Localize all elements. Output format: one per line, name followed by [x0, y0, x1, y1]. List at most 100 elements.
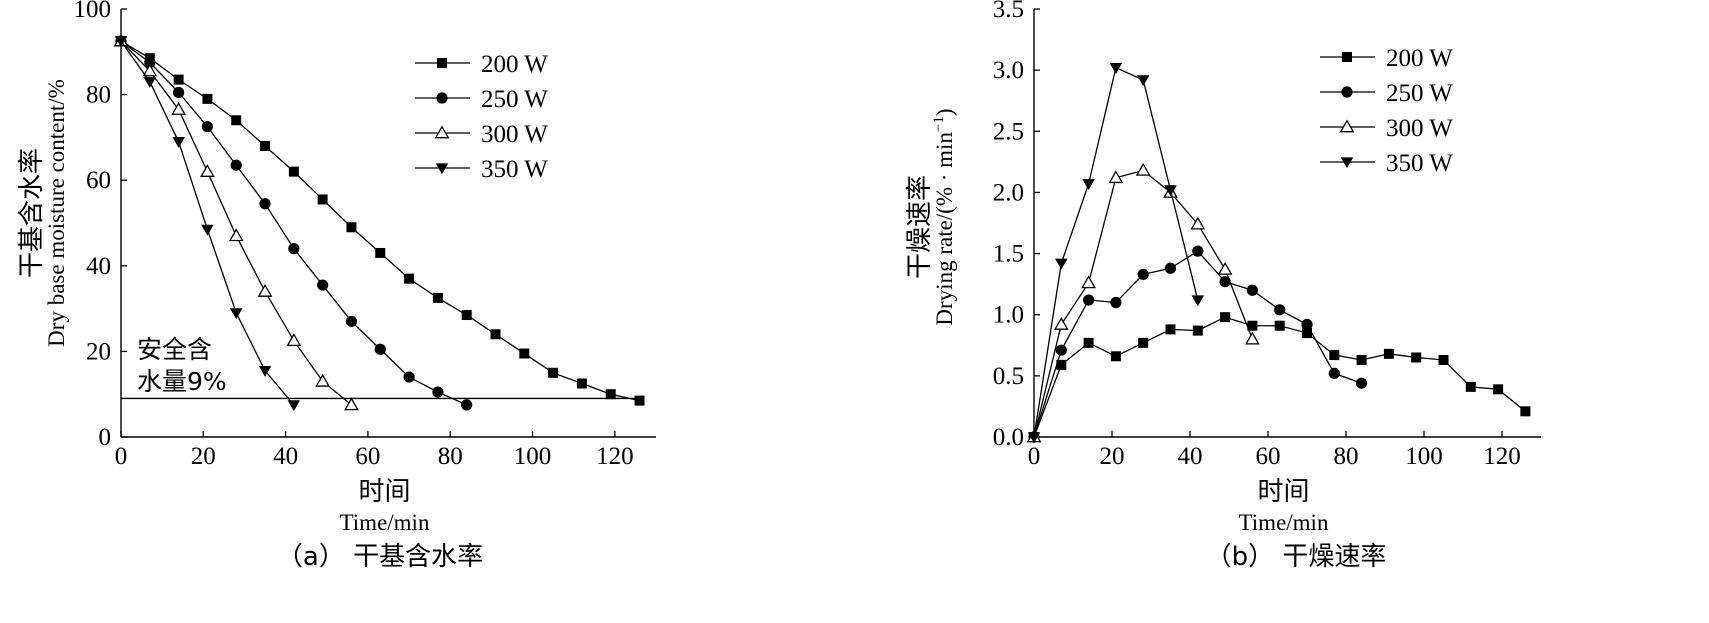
- panel-b-data-point: [1081, 275, 1096, 289]
- panel-b-series-200w: [1029, 312, 1531, 442]
- panel-a-data-point: [403, 371, 415, 383]
- panel-b-data-point: [1192, 245, 1204, 257]
- panel-b-y-tick-label: 3.0: [993, 57, 1024, 84]
- panel-b-legend-marker: [1342, 52, 1352, 62]
- panel-a-data-point: [257, 283, 273, 297]
- panel-b-data-point: [1165, 324, 1176, 335]
- panel-b-data-point: [1246, 284, 1258, 296]
- panel-a-y-tick-label: 0: [99, 424, 112, 451]
- panel-b-y-label-en: Drying rate/(% · min−1): [931, 108, 957, 325]
- panel-b-x-tick-label: 80: [1334, 443, 1359, 470]
- panel-b-data-point: [1027, 432, 1041, 444]
- panel-b-series-line: [1033, 250, 1362, 438]
- panel-b-data-point: [1138, 337, 1149, 348]
- panel-b-y-tick-label: 1.0: [993, 302, 1024, 329]
- panel-a-data-point: [288, 243, 300, 255]
- panel-a-data-point: [231, 115, 242, 126]
- panel-b-data-point: [1520, 406, 1531, 417]
- panel-a-data-point: [144, 56, 156, 69]
- panel-b-data-point: [1465, 381, 1476, 392]
- panel-b-data-point: [1217, 261, 1233, 275]
- panel-a-data-point: [548, 367, 559, 378]
- panel-b-data-point: [1055, 258, 1068, 270]
- panel-a-data-point: [344, 397, 359, 411]
- panel-b-x-label-cn: 时间: [1257, 477, 1309, 507]
- panel-b-legend-marker: [1341, 86, 1353, 98]
- panel-a-series-350w: [114, 36, 301, 412]
- panel-b-data-point: [1082, 179, 1095, 191]
- panel-b-drying-rate: 0.0 0.5 1.0 1.5 2.0 2.5 3.0 3.5 0 20 40 60 80 100 120 时…: [905, 0, 1541, 572]
- panel-a-data-point: [374, 343, 386, 355]
- panel-a-x-tick-label: 60: [355, 443, 380, 470]
- panel-a-data-point: [142, 63, 158, 77]
- panel-b-y-label-en-sup: −1: [931, 116, 947, 132]
- panel-b-data-point: [1110, 351, 1121, 362]
- panel-a-series-250w: [115, 35, 473, 411]
- panel-b-series-250w: [1028, 245, 1368, 443]
- panel-a-y-label-en: Dry base moisture content/%: [44, 79, 69, 347]
- panel-b-y-tick-label: 0.5: [993, 363, 1024, 390]
- panel-b-x-tick-label: 60: [1256, 443, 1281, 470]
- panel-b-x-tick-label: 120: [1483, 443, 1521, 470]
- panel-b-series-line: [1033, 169, 1254, 438]
- panel-a-legend-marker: [437, 58, 447, 68]
- panel-b-y-label-en-end: ): [932, 108, 957, 116]
- panel-a-data-point: [260, 140, 271, 151]
- panel-b-data-point: [1274, 304, 1286, 316]
- panel-a-data-point: [576, 378, 587, 389]
- panel-b-x-tick-label: 100: [1405, 443, 1443, 470]
- panel-a-legend-label: 350 W: [481, 156, 548, 183]
- panel-b-caption: （b） 干燥速率: [1206, 542, 1387, 572]
- panel-b-data-point: [1411, 352, 1422, 363]
- panel-a-data-point: [114, 36, 128, 48]
- panel-b-data-point: [1356, 354, 1367, 365]
- panel-a-data-point: [286, 333, 302, 347]
- panel-b-data-point: [1301, 318, 1313, 331]
- panel-b-x-label-en: Time/min: [1239, 510, 1329, 535]
- panel-a-data-point: [230, 159, 242, 171]
- panel-b-data-point: [1083, 337, 1094, 348]
- panel-a-data-point: [605, 389, 616, 400]
- panel-a-x-label-en: Time/min: [340, 510, 430, 535]
- panel-b-series-300w: [1026, 162, 1260, 443]
- panel-b-data-point: [1356, 377, 1368, 389]
- panel-a-data-point: [461, 399, 473, 411]
- panel-b-x-tick-label: 40: [1178, 443, 1203, 470]
- panel-a-data-point: [200, 164, 215, 177]
- panel-a-data-point: [634, 395, 645, 406]
- panel-a-data-point: [317, 279, 329, 291]
- panel-b-y-label-en-main: Drying rate/(% · min: [932, 132, 957, 326]
- panel-b-data-point: [1383, 348, 1394, 359]
- panel-b-y-label-cn: 干燥速率: [905, 175, 935, 279]
- panel-a-data-point: [259, 198, 271, 210]
- panel-b-data-point: [1108, 170, 1124, 184]
- panel-a-y-label-cn: 干基含水率: [17, 148, 47, 278]
- panel-b-data-point: [1191, 295, 1205, 307]
- panel-a-y-tick-label: 60: [86, 167, 111, 194]
- panel-b-series-line: [1033, 316, 1526, 438]
- panel-a-caption: （a） 干基含水率: [277, 542, 483, 572]
- panel-a-x-tick-label: 40: [273, 443, 298, 470]
- panel-a-y-tick-label: 40: [86, 253, 111, 280]
- panel-b-legend-label: 200 W: [1386, 45, 1453, 72]
- panel-b-series-line: [1033, 66, 1199, 438]
- panel-a-x-tick-label: 0: [115, 443, 128, 470]
- panel-a-legend-label: 250 W: [481, 86, 548, 113]
- panel-a-data-point: [375, 247, 386, 258]
- panel-b-x-tick-label: 20: [1100, 443, 1125, 470]
- panel-b-data-point: [1302, 328, 1312, 339]
- panel-b-y-tick-label: 2.5: [993, 118, 1024, 145]
- panel-b-y-tick-label: 3.5: [993, 0, 1024, 23]
- panel-b-data-point: [1055, 344, 1067, 356]
- panel-a-x-tick-label: 120: [596, 443, 634, 470]
- panel-b-data-point: [1164, 262, 1177, 274]
- panel-a-legend-marker: [436, 92, 448, 104]
- panel-b-data-point: [1164, 185, 1177, 197]
- panel-b-data-point: [1438, 354, 1449, 365]
- panel-b-data-point: [1493, 384, 1504, 395]
- panel-b-data-point: [1192, 325, 1203, 336]
- panel-a-legend-marker: [434, 125, 450, 139]
- panel-b-data-point: [1220, 312, 1231, 323]
- panel-a-data-point: [461, 310, 472, 321]
